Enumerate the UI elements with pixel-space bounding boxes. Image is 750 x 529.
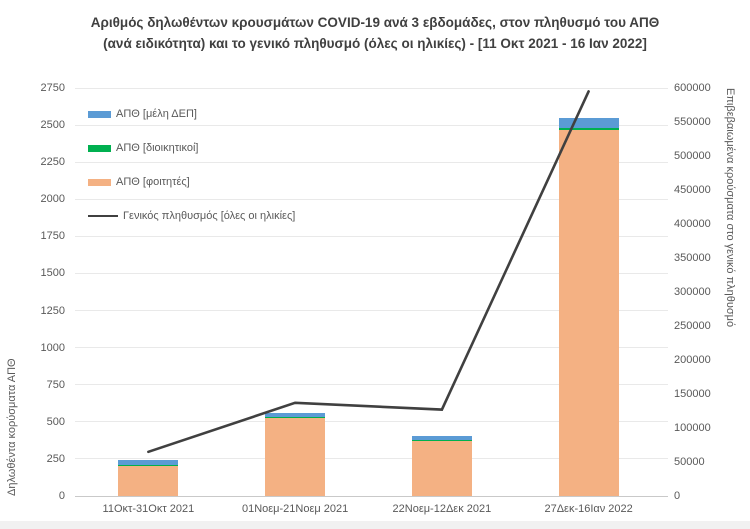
legend-item-admin: ΑΠΘ [διοικητικοί] bbox=[88, 131, 295, 165]
left-axis-tick-label: 750 bbox=[46, 378, 65, 391]
x-axis-line bbox=[75, 496, 668, 497]
legend-swatch-orange-icon bbox=[88, 178, 111, 186]
right-axis-tick-label: 0 bbox=[674, 490, 681, 502]
right-y-axis-title: Επιβεβαιωμένα κρούσματα στο γενικό πληθυ… bbox=[724, 88, 736, 328]
page-bottom-strip bbox=[0, 521, 750, 529]
x-axis-category-label: 27Δεκ-16Ιαν 2022 bbox=[544, 503, 633, 515]
bar-segment-ΑΠΘ-φοιτητές- bbox=[558, 130, 619, 496]
legend-label-admin: ΑΠΘ [διοικητικοί] bbox=[116, 142, 199, 154]
x-axis-category-label: 01Νοεμ-21Νοεμ 2021 bbox=[241, 503, 349, 515]
bar-segment-ΑΠΘ-μέλη-ΔΕΠ- bbox=[265, 412, 326, 418]
legend-label-general-population: Γενικός πληθυσμός [όλες οι ηλικίες] bbox=[123, 210, 296, 222]
right-axis-tick-label: 600000 bbox=[674, 82, 711, 94]
right-axis-tick-label: 150000 bbox=[674, 388, 711, 400]
chart-legend: ΑΠΘ [μέλη ΔΕΠ] ΑΠΘ [διοικητικοί] ΑΠΘ [φο… bbox=[88, 97, 295, 233]
bar-segment-ΑΠΘ-φοιτητές- bbox=[411, 440, 472, 496]
bar-segment-ΑΠΘ-διοικητικοί- bbox=[558, 127, 619, 131]
right-axis-tick-label: 250000 bbox=[674, 320, 711, 332]
left-axis-tick-label: 500 bbox=[46, 415, 65, 428]
left-axis-tick-label: 1250 bbox=[40, 304, 65, 317]
bar-segment-ΑΠΘ-φοιτητές- bbox=[118, 465, 179, 496]
legend-swatch-line-icon bbox=[88, 214, 118, 218]
right-axis-tick-label: 400000 bbox=[674, 218, 711, 230]
chart-title-line-2: (ανά ειδικότητα) και το γενικό πληθυσμό … bbox=[103, 36, 647, 51]
left-axis-tick-label: 2500 bbox=[40, 119, 65, 132]
bar-segment-ΑΠΘ-μέλη-ΔΕΠ- bbox=[558, 118, 619, 128]
left-axis-tick-label: 2250 bbox=[40, 156, 65, 169]
chart-title-line-1: Αριθμός δηλωθέντων κρουσμάτων COVID-19 α… bbox=[90, 15, 660, 30]
bar-segment-ΑΠΘ-διοικητικοί- bbox=[265, 417, 326, 419]
right-axis-tick-label: 300000 bbox=[674, 286, 711, 298]
right-axis-tick-label: 500000 bbox=[674, 150, 711, 162]
left-axis-tick-label: 0 bbox=[58, 490, 65, 502]
legend-swatch-blue-icon bbox=[88, 110, 111, 118]
legend-swatch-green-icon bbox=[88, 144, 111, 152]
x-axis-category-label: 22Νοεμ-12Δεκ 2021 bbox=[392, 503, 492, 515]
left-axis-tick-label: 1000 bbox=[40, 341, 65, 354]
left-axis-tick-label: 250 bbox=[46, 452, 65, 465]
legend-label-students: ΑΠΘ [φοιτητές] bbox=[116, 176, 190, 188]
right-axis-tick-label: 50000 bbox=[674, 456, 705, 468]
bar-segment-ΑΠΘ-μέλη-ΔΕΠ- bbox=[411, 436, 472, 440]
left-axis-tick-label: 1500 bbox=[40, 267, 65, 280]
left-y-axis-title: Δηλωθέντα κορύσματα ΑΠΘ bbox=[6, 358, 18, 496]
right-axis-tick-label: 350000 bbox=[674, 252, 711, 264]
chart-title: Αριθμός δηλωθέντων κρουσμάτων COVID-19 α… bbox=[0, 12, 750, 54]
left-axis-tick-label: 1750 bbox=[40, 230, 65, 243]
h-gridline bbox=[75, 458, 668, 460]
left-axis-tick-label: 2750 bbox=[40, 82, 65, 94]
bar-segment-ΑΠΘ-φοιτητές- bbox=[265, 418, 326, 496]
x-axis-category-label: 11Οκτ-31Οκτ 2021 bbox=[102, 503, 195, 515]
legend-item-students: ΑΠΘ [φοιτητές] bbox=[88, 165, 295, 199]
legend-label-dep: ΑΠΘ [μέλη ΔΕΠ] bbox=[116, 108, 197, 120]
right-axis-tick-label: 200000 bbox=[674, 354, 711, 366]
left-axis-tick-label: 2000 bbox=[40, 193, 65, 206]
right-axis-tick-label: 450000 bbox=[674, 184, 711, 196]
legend-item-dep: ΑΠΘ [μέλη ΔΕΠ] bbox=[88, 97, 295, 131]
legend-item-general-population: Γενικός πληθυσμός [όλες οι ηλικίες] bbox=[88, 199, 295, 233]
right-axis-tick-label: 100000 bbox=[674, 422, 711, 434]
h-gridline bbox=[75, 87, 668, 89]
right-axis-tick-label: 550000 bbox=[674, 116, 711, 128]
bar-segment-ΑΠΘ-μέλη-ΔΕΠ- bbox=[118, 459, 179, 466]
